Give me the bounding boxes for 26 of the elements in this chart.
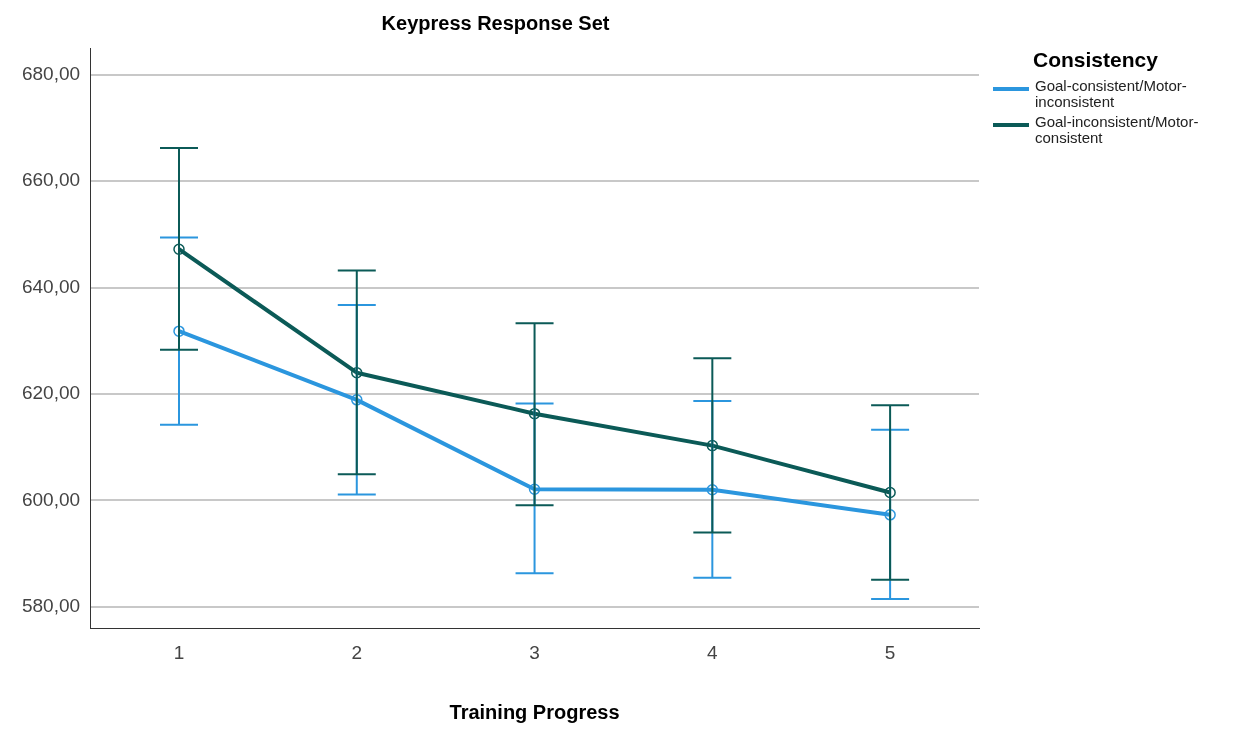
y-tick-label: 660,00 (21, 169, 81, 191)
point (884, 509, 896, 521)
y-tick-label: 640,00 (21, 275, 81, 297)
y-tick-label: 580,00 (21, 595, 81, 617)
point (528, 483, 541, 496)
point (706, 484, 719, 496)
point (173, 243, 185, 255)
x-tick-label: 1 (173, 641, 185, 663)
point (351, 366, 363, 379)
chart-title: Keypress Response Set (381, 11, 610, 34)
point (351, 394, 363, 406)
legend-label: Goal-inconsistent/Motor-consistent (1035, 113, 1200, 146)
x-tick-label: 3 (529, 641, 540, 663)
x-tick-label: 5 (884, 641, 896, 663)
point (884, 486, 896, 499)
point (706, 439, 719, 452)
point (173, 325, 185, 337)
x-tick-label: 4 (707, 641, 719, 663)
point (528, 407, 541, 420)
y-tick-label: 620,00 (21, 382, 81, 404)
x-tick-label: 2 (351, 641, 363, 663)
legend-title: Consistency (1033, 48, 1159, 72)
legend-label: Goal-consistent/Motor-inconsistent (1035, 77, 1188, 110)
y-tick-label: 680,00 (21, 62, 81, 84)
x-axis-title: Training Progress (449, 700, 620, 723)
y-tick-label: 600,00 (21, 488, 81, 510)
